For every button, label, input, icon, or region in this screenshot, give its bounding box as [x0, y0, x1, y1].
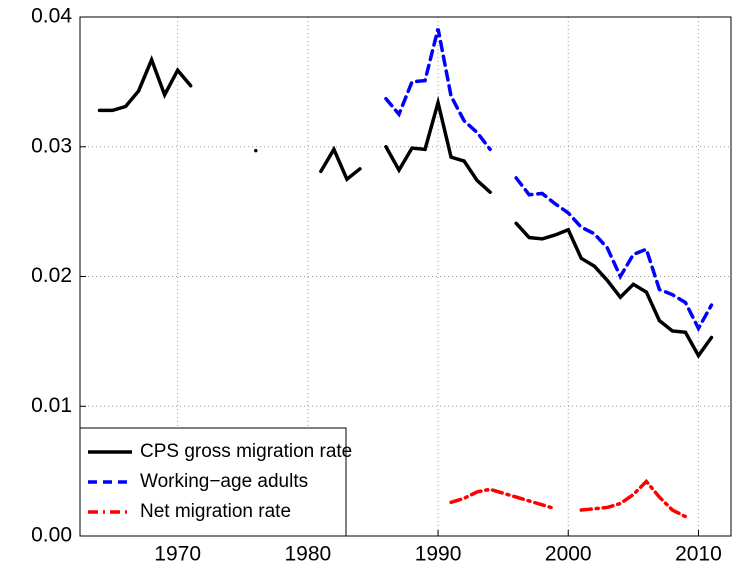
x-tick-label: 2000 [545, 543, 592, 566]
y-tick-label: 0.02 [31, 264, 72, 287]
plot-frame [79, 16, 732, 537]
series-line [97, 55, 714, 359]
y-tick-label: 0.01 [31, 394, 72, 417]
legend-label: CPS gross migration rate [140, 441, 352, 462]
x-tick-label: 1980 [284, 543, 331, 566]
legend-label: Working−age adults [140, 471, 308, 492]
x-tick-label: 1970 [154, 543, 201, 566]
y-tick-label: 0.00 [31, 524, 72, 547]
y-tick-label: 0.04 [31, 5, 72, 28]
series-line [449, 478, 714, 521]
series-line [384, 28, 714, 333]
x-tick-label: 1990 [415, 543, 462, 566]
legend: CPS gross migration rate Working−age adul… [79, 427, 352, 537]
y-tick-label: 0.03 [31, 134, 72, 157]
x-tick-label: 2010 [675, 543, 722, 566]
legend-label: Net migration rate [140, 501, 291, 522]
